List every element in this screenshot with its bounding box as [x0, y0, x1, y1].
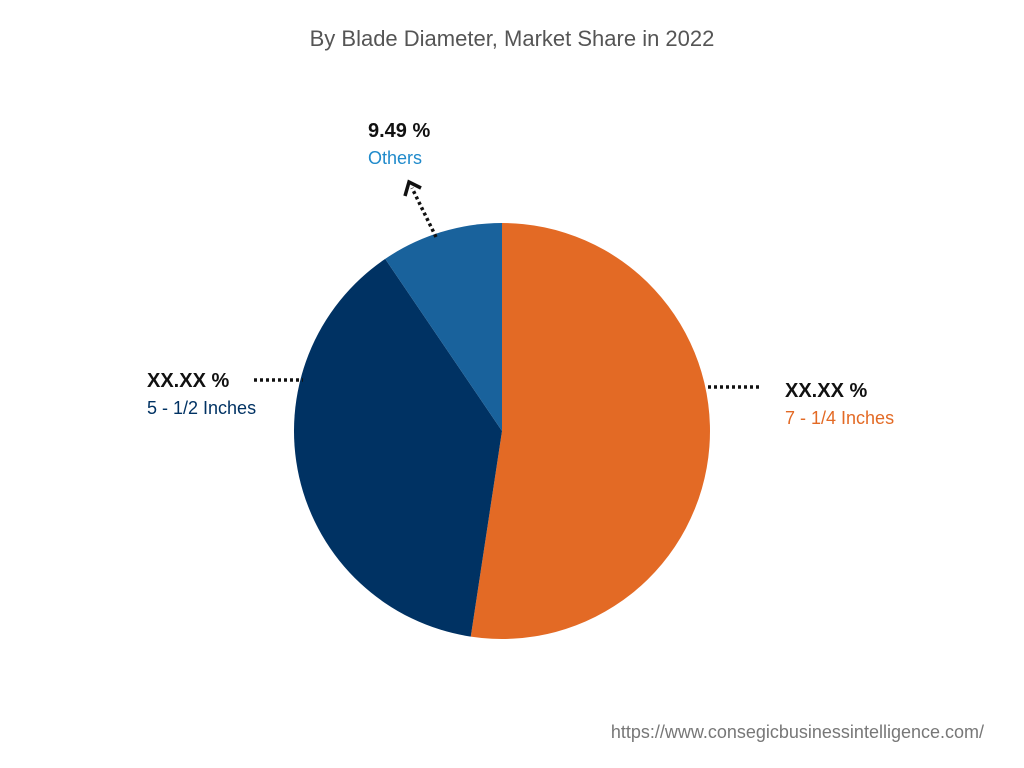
source-url: https://www.consegicbusinessintelligence… — [610, 722, 984, 742]
leader-line-others — [410, 187, 438, 238]
slice-value-label-7-1-4-inches: XX.XX % — [785, 380, 868, 402]
slice-name-label-others: Others — [368, 148, 423, 168]
pie-slice-7-1-4-inches — [470, 223, 710, 639]
pie-slice-others — [385, 223, 502, 431]
arrow-head-icon — [403, 179, 422, 197]
slice-value-label-others: 9.49 % — [368, 120, 431, 142]
slice-value-label-5-1-2-inches: XX.XX % — [147, 370, 230, 392]
chart-title: By Blade Diameter, Market Share in 2022 — [309, 26, 715, 51]
pie-slice-5-1-2-inches — [293, 258, 502, 637]
slice-name-label-7-1-4-inches: 7 - 1/4 Inches — [785, 408, 895, 428]
slice-name-label-5-1-2-inches: 5 - 1/2 Inches — [147, 398, 257, 418]
